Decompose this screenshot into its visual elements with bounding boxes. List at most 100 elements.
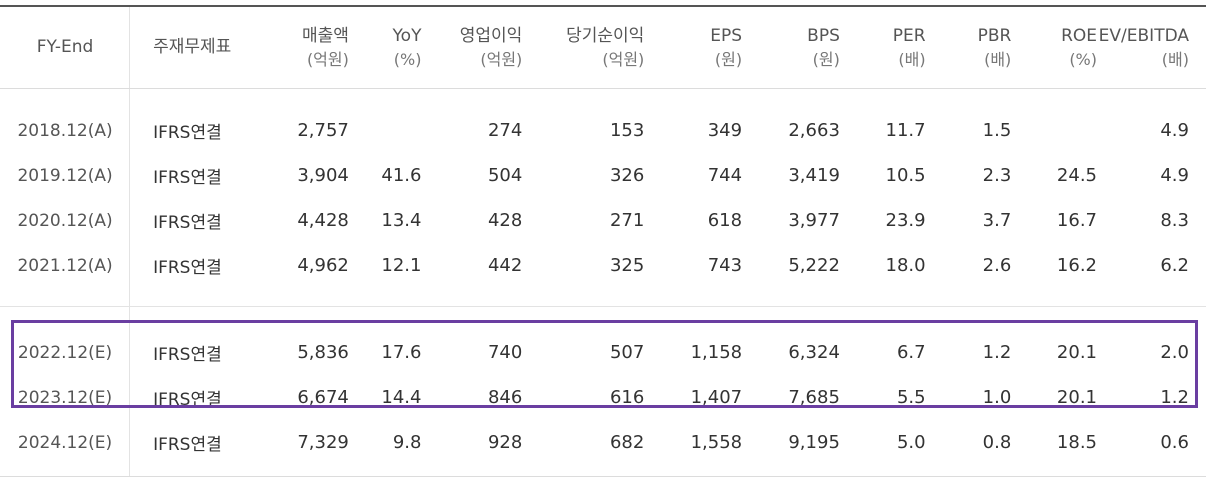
cell-yoy: 12.1 xyxy=(381,255,422,276)
cell-pbr: 0.8 xyxy=(982,432,1012,453)
cell-statement-type: IFRS연결 xyxy=(153,435,222,455)
cell-per: 11.7 xyxy=(885,120,926,141)
cell-bps: 6,324 xyxy=(788,342,840,363)
cell-fy-end: 2021.12(A) xyxy=(17,255,113,276)
cell-ev-ebitda: 6.2 xyxy=(1160,255,1189,276)
cell-roe: 16.2 xyxy=(1056,255,1097,276)
cell-pbr: 1.5 xyxy=(982,120,1012,141)
header-net-income: 당기순이익 (억원) xyxy=(566,25,645,69)
cell-yoy: 17.6 xyxy=(381,342,422,363)
cell-yoy: 9.8 xyxy=(392,432,422,453)
cell-revenue: 5,836 xyxy=(297,342,349,363)
cell-revenue: 3,904 xyxy=(297,165,349,186)
cell-eps: 743 xyxy=(707,255,743,276)
header-operating-profit: 영업이익 (억원) xyxy=(459,25,523,69)
cell-eps: 1,407 xyxy=(690,387,743,408)
cell-net-income: 616 xyxy=(609,387,645,408)
table-row: 2019.12(A) IFRS연결 3,904 41.6 504 326 744… xyxy=(0,153,1206,198)
cell-statement-type: IFRS연결 xyxy=(153,213,222,233)
cell-yoy: 41.6 xyxy=(381,165,422,186)
cell-operating-profit: 928 xyxy=(487,432,523,453)
cell-roe xyxy=(1011,108,1097,153)
header-fy-end: FY-End xyxy=(36,37,94,57)
table-row: 2024.12(E) IFRS연결 7,329 9.8 928 682 1,55… xyxy=(0,420,1206,465)
cell-yoy: 13.4 xyxy=(381,210,422,231)
cell-ev-ebitda: 0.6 xyxy=(1160,432,1189,453)
cell-roe: 20.1 xyxy=(1056,342,1097,363)
cell-fy-end: 2019.12(A) xyxy=(17,165,113,186)
cell-net-income: 325 xyxy=(609,255,645,276)
cell-revenue: 2,757 xyxy=(297,120,349,141)
cell-pbr: 2.3 xyxy=(982,165,1012,186)
table-bottom-border xyxy=(0,476,1206,477)
cell-revenue: 7,329 xyxy=(297,432,349,453)
table-row: 2018.12(A) IFRS연결 2,757 274 153 349 2,66… xyxy=(0,108,1206,153)
cell-net-income: 153 xyxy=(609,120,645,141)
cell-eps: 1,558 xyxy=(690,432,743,453)
cell-bps: 7,685 xyxy=(788,387,840,408)
cell-per: 5.5 xyxy=(896,387,926,408)
column-divider xyxy=(129,7,130,476)
header-pbr: PBR (배) xyxy=(977,25,1012,69)
header-bottom-border xyxy=(0,88,1206,89)
cell-net-income: 326 xyxy=(609,165,645,186)
header-bps: BPS (원) xyxy=(807,25,840,69)
cell-pbr: 1.0 xyxy=(982,387,1012,408)
cell-bps: 9,195 xyxy=(788,432,840,453)
cell-operating-profit: 846 xyxy=(487,387,523,408)
cell-eps: 744 xyxy=(707,165,743,186)
cell-bps: 3,977 xyxy=(788,210,840,231)
cell-operating-profit: 428 xyxy=(487,210,523,231)
table-header-row: FY-End 주재무제표 매출액 (억원) YoY (%) 영업이익 (억원) 당기순… xyxy=(0,7,1206,88)
cell-pbr: 1.2 xyxy=(982,342,1012,363)
cell-ev-ebitda: 1.2 xyxy=(1160,387,1189,408)
cell-bps: 3,419 xyxy=(788,165,840,186)
cell-revenue: 6,674 xyxy=(297,387,349,408)
header-ev-ebitda: EV/EBITDA (배) xyxy=(1098,25,1189,69)
cell-net-income: 507 xyxy=(609,342,645,363)
table-row: 2020.12(A) IFRS연결 4,428 13.4 428 271 618… xyxy=(0,198,1206,243)
cell-ev-ebitda: 4.9 xyxy=(1160,120,1189,141)
header-eps: EPS (원) xyxy=(710,25,743,69)
spacer-row xyxy=(0,288,1206,330)
table-row-highlighted: 2022.12(E) IFRS연결 5,836 17.6 740 507 1,1… xyxy=(0,330,1206,375)
cell-statement-type: IFRS연결 xyxy=(153,258,222,278)
cell-net-income: 271 xyxy=(609,210,645,231)
actual-estimate-divider xyxy=(0,306,1206,307)
financial-table: FY-End 주재무제표 매출액 (억원) YoY (%) 영업이익 (억원) 당기순… xyxy=(0,7,1206,465)
cell-revenue: 4,428 xyxy=(297,210,349,231)
cell-operating-profit: 740 xyxy=(487,342,523,363)
cell-ev-ebitda: 2.0 xyxy=(1160,342,1189,363)
cell-operating-profit: 504 xyxy=(487,165,523,186)
cell-operating-profit: 442 xyxy=(487,255,523,276)
cell-ev-ebitda: 8.3 xyxy=(1160,210,1189,231)
cell-eps: 618 xyxy=(707,210,743,231)
cell-fy-end: 2020.12(A) xyxy=(17,210,113,231)
cell-per: 10.5 xyxy=(885,165,926,186)
cell-bps: 5,222 xyxy=(788,255,840,276)
cell-roe: 24.5 xyxy=(1056,165,1097,186)
cell-fy-end: 2018.12(A) xyxy=(17,120,113,141)
cell-per: 23.9 xyxy=(885,210,926,231)
cell-yoy: 14.4 xyxy=(381,387,422,408)
header-roe: ROE (%) xyxy=(1061,25,1097,69)
cell-statement-type: IFRS연결 xyxy=(153,168,222,188)
cell-bps: 2,663 xyxy=(788,120,840,141)
cell-fy-end: 2024.12(E) xyxy=(17,432,113,453)
cell-pbr: 2.6 xyxy=(982,255,1012,276)
header-revenue: 매출액 (억원) xyxy=(301,25,349,69)
header-per: PER (배) xyxy=(892,25,926,69)
spacer-row xyxy=(0,88,1206,108)
cell-net-income: 682 xyxy=(609,432,645,453)
cell-yoy xyxy=(349,108,422,153)
cell-eps: 349 xyxy=(707,120,743,141)
cell-roe: 20.1 xyxy=(1056,387,1097,408)
cell-roe: 18.5 xyxy=(1056,432,1097,453)
cell-statement-type: IFRS연결 xyxy=(153,123,222,143)
table-row: 2021.12(A) IFRS연결 4,962 12.1 442 325 743… xyxy=(0,243,1206,288)
cell-fy-end: 2022.12(E) xyxy=(17,342,113,363)
cell-eps: 1,158 xyxy=(690,342,743,363)
cell-statement-type: IFRS연결 xyxy=(153,345,222,365)
cell-per: 5.0 xyxy=(896,432,926,453)
